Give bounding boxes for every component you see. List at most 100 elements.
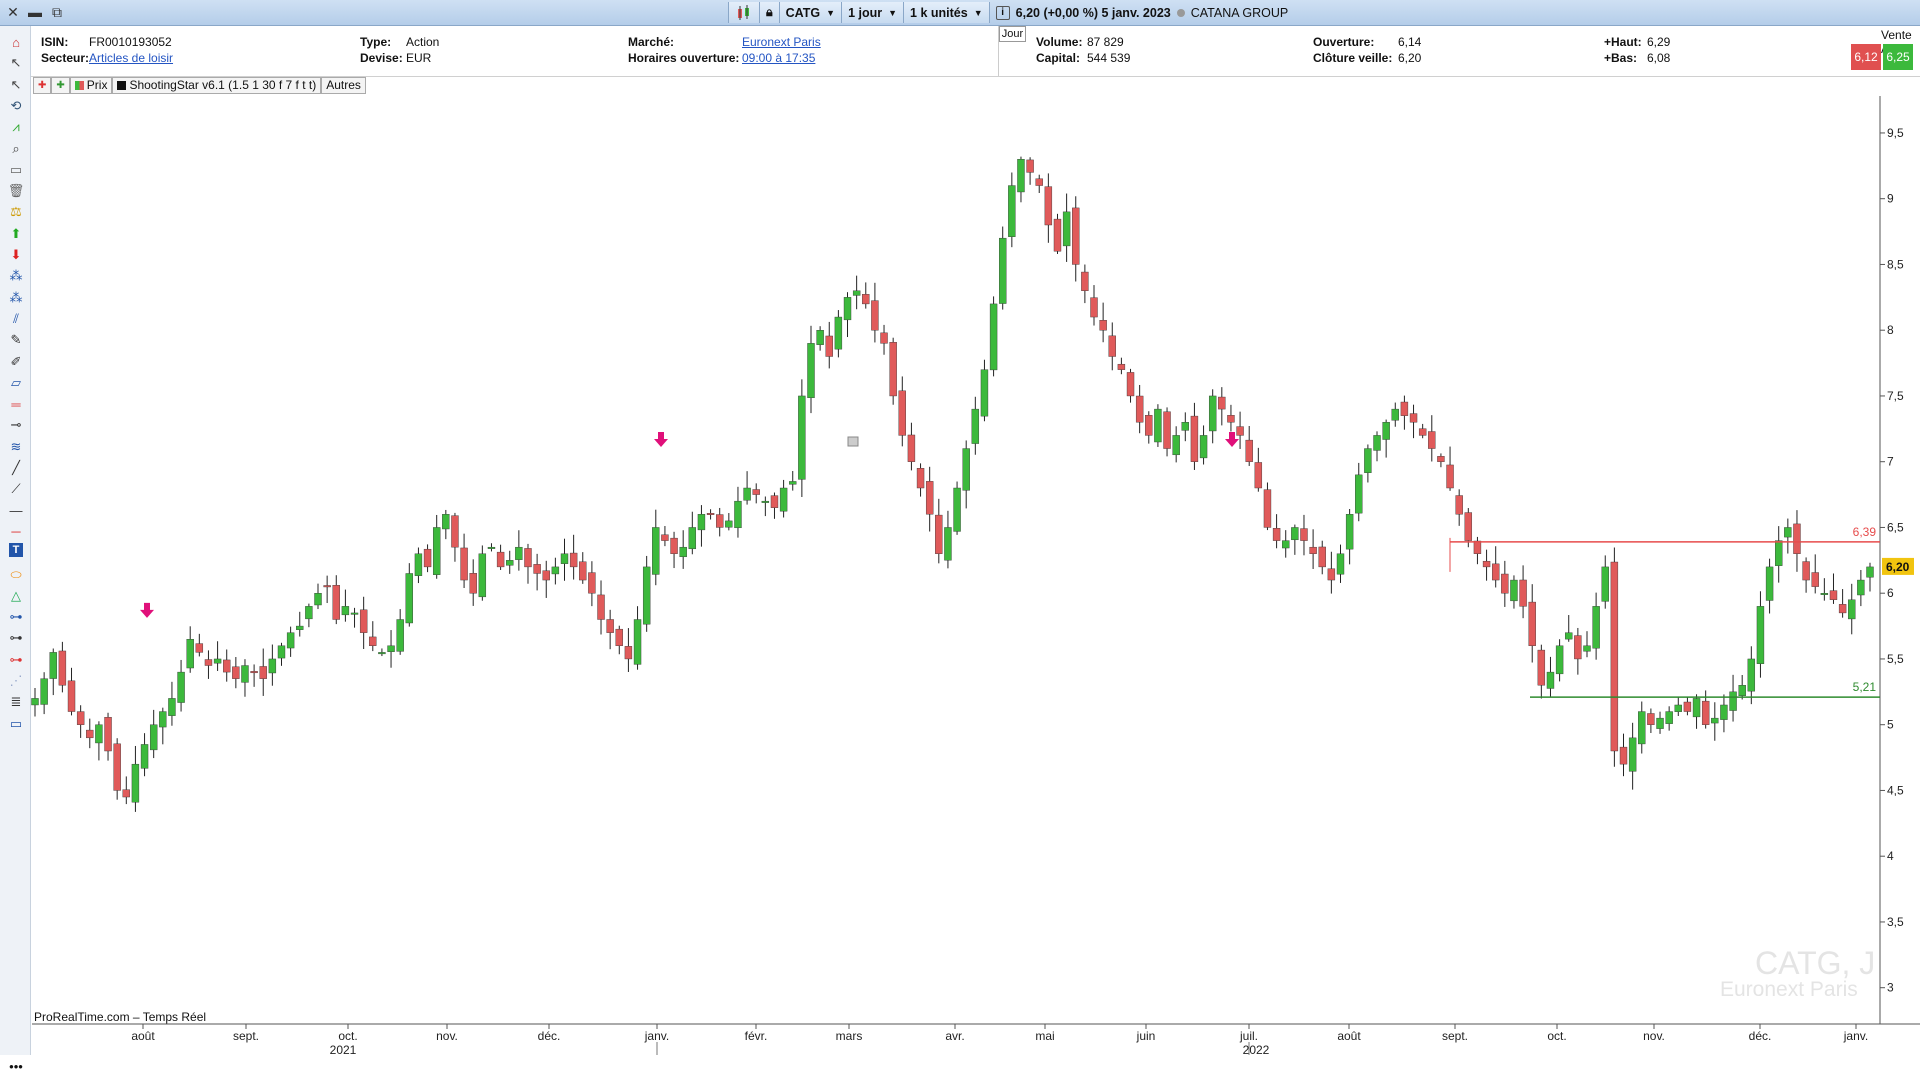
candle-body xyxy=(606,619,614,633)
indicator-icon[interactable]: ⩘ xyxy=(12,119,20,135)
candle xyxy=(1364,444,1372,483)
segment-icon[interactable]: ⟋ xyxy=(11,481,21,497)
candle-body xyxy=(1345,514,1354,550)
legend-autres[interactable]: Autres xyxy=(321,77,366,94)
close-chart-button[interactable]: ✚ xyxy=(33,77,52,94)
pen-icon[interactable]: ✎ xyxy=(10,332,22,348)
horaires-link[interactable]: 09:00 à 17:35 xyxy=(742,51,816,65)
x-tick-label: nov. xyxy=(1643,1029,1665,1043)
candle xyxy=(323,575,331,604)
ellipse-icon[interactable]: ⬭ xyxy=(10,566,22,582)
instrument-type-button[interactable]: 🔒︎ xyxy=(759,2,779,23)
channel-icon[interactable]: ≋ xyxy=(10,438,22,454)
eraser-icon[interactable]: ✐ xyxy=(10,353,22,369)
lasso-icon[interactable]: ⟲ xyxy=(10,97,22,113)
candle-body xyxy=(478,553,487,598)
candle xyxy=(341,589,350,622)
marche-link[interactable]: Euronext Paris xyxy=(742,35,821,49)
tab-jour[interactable]: Jour xyxy=(999,26,1026,42)
ticker-select[interactable]: CATG ▼ xyxy=(778,2,842,23)
candle-body xyxy=(1282,540,1290,549)
y-tick-label: 5,5 xyxy=(1887,652,1904,666)
balance-icon[interactable]: ⚖ xyxy=(10,204,22,220)
candle xyxy=(642,555,651,632)
horizontal-icon[interactable]: ─ xyxy=(11,524,21,540)
candle-body xyxy=(560,553,569,564)
candle-body xyxy=(652,527,660,575)
rect-icon[interactable]: ▱ xyxy=(11,374,21,390)
period-select[interactable]: 1 jour ▼ xyxy=(841,2,904,23)
period-label: 1 jour xyxy=(848,5,883,20)
close-icon[interactable]: ✕ xyxy=(7,4,19,20)
hline-icon[interactable]: ═ xyxy=(11,396,21,412)
sell-button[interactable]: 6,12 xyxy=(1851,44,1881,70)
info-icon[interactable]: i xyxy=(995,5,1010,20)
more-icon[interactable]: ••• xyxy=(9,1058,23,1074)
candle xyxy=(515,530,523,571)
sell-arrow-icon[interactable]: ⬇ xyxy=(10,247,22,262)
candle xyxy=(1017,156,1025,203)
candle-body xyxy=(834,316,843,350)
pointer-icon[interactable]: ↖ xyxy=(10,76,22,92)
ray-icon[interactable]: ⊶ xyxy=(9,609,23,625)
candle xyxy=(168,681,176,726)
pattern-icon[interactable]: ⁂ xyxy=(9,268,23,284)
candle-body xyxy=(1300,528,1308,541)
candle-body xyxy=(1190,415,1199,462)
candle xyxy=(359,596,368,650)
zoom-icon[interactable]: ⌕ xyxy=(12,140,20,156)
y-tick-label: 6,5 xyxy=(1887,520,1904,534)
candle-body xyxy=(1638,711,1646,745)
triangle-icon[interactable]: △ xyxy=(11,587,21,603)
pattern-icon[interactable]: ⁂ xyxy=(9,289,23,305)
candle-body xyxy=(953,487,961,532)
candle xyxy=(31,688,39,717)
candle xyxy=(1592,592,1600,660)
fibo-icon[interactable]: ⫽ xyxy=(13,310,19,326)
restore-icon[interactable]: ⧉ xyxy=(52,4,62,20)
ray-icon[interactable]: ⊶ xyxy=(9,651,23,667)
candle xyxy=(332,575,340,625)
candle xyxy=(1135,384,1144,434)
units-select[interactable]: 1 k unités ▼ xyxy=(903,2,989,23)
candle xyxy=(579,552,587,584)
last-price-tag xyxy=(1882,557,1914,575)
legend-indicator[interactable]: ShootingStar v6.1 (1.5 1 30 f 7 f t t) xyxy=(112,77,322,94)
ruler-icon[interactable]: ▭ xyxy=(9,161,23,177)
candle-body xyxy=(76,711,85,725)
buy-button[interactable]: 6,25 xyxy=(1883,44,1913,70)
candle-body xyxy=(186,639,194,669)
candle xyxy=(159,707,167,745)
resistance-label: 6,39 xyxy=(1853,525,1877,539)
trash-icon[interactable]: 🗑︎ xyxy=(7,183,25,199)
candle xyxy=(944,510,952,569)
fibo-icon[interactable]: ≣ xyxy=(10,694,22,710)
candle-body xyxy=(31,698,39,706)
legend-autres-label: Autres xyxy=(326,78,361,92)
ray-icon[interactable]: ⊶ xyxy=(9,630,23,646)
secteur-link[interactable]: Articles de loisir xyxy=(89,51,174,65)
candle-body xyxy=(1811,572,1819,587)
candle-body xyxy=(779,487,788,512)
candle xyxy=(843,292,852,338)
line-icon[interactable]: ╱ xyxy=(12,460,20,475)
chart-type-button[interactable] xyxy=(728,2,759,23)
buy-arrow-icon[interactable]: ⬆ xyxy=(10,225,22,241)
magnet-icon[interactable]: ⌂ xyxy=(12,34,20,50)
candle xyxy=(58,641,67,693)
candlestick-icon xyxy=(738,4,749,20)
candle xyxy=(971,396,980,455)
candle-body xyxy=(332,585,340,620)
ghost-icon[interactable]: ⋰ xyxy=(9,673,23,688)
legend-prix[interactable]: Prix xyxy=(69,77,113,94)
candle xyxy=(1747,646,1756,705)
pointer-icon[interactable]: ↖ xyxy=(10,55,22,71)
indicator-color-icon xyxy=(117,81,127,90)
add-indicator-button[interactable]: ✚ xyxy=(51,77,70,94)
hline-icon[interactable]: — xyxy=(9,503,23,519)
node-icon[interactable]: ⊸ xyxy=(10,417,22,433)
rect-icon[interactable]: ▭ xyxy=(9,715,23,731)
minimize-icon[interactable]: ▬ xyxy=(28,4,42,20)
text-icon[interactable]: T xyxy=(9,543,23,558)
